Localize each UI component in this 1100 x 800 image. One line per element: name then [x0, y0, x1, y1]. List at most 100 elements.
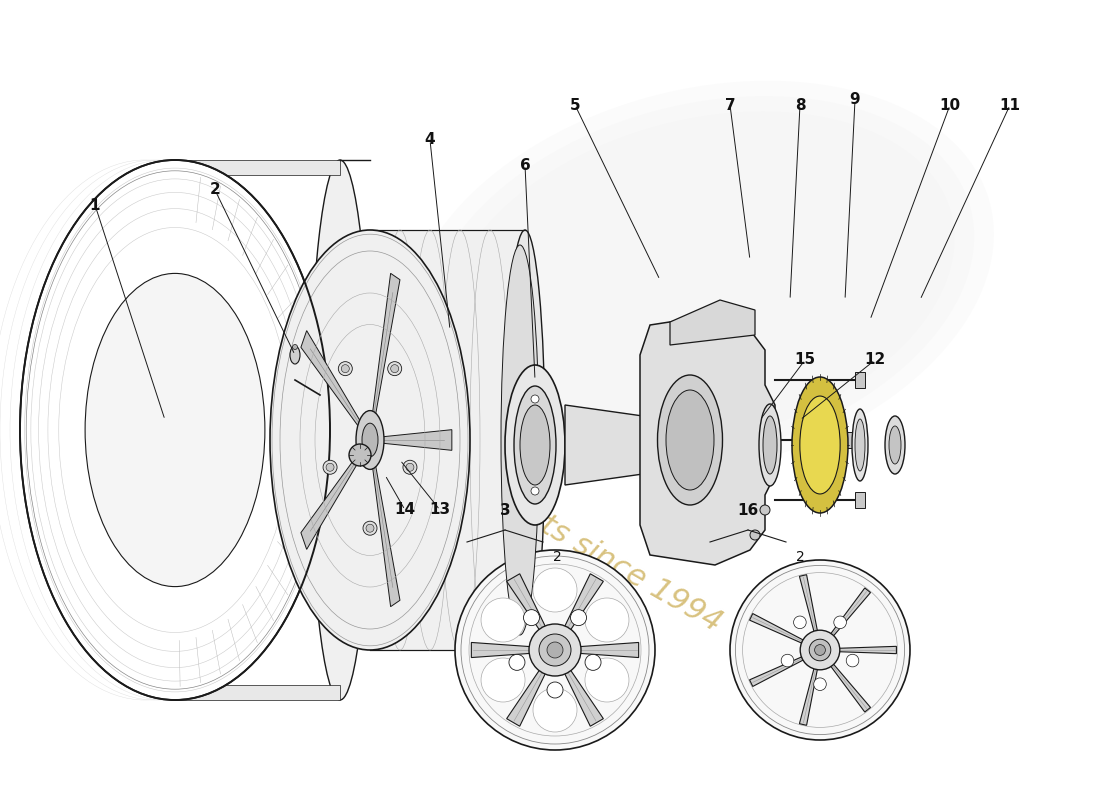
- Polygon shape: [383, 430, 452, 450]
- Ellipse shape: [500, 245, 539, 635]
- Ellipse shape: [855, 419, 865, 471]
- Polygon shape: [749, 654, 810, 686]
- Text: 14: 14: [395, 502, 416, 518]
- Ellipse shape: [539, 634, 571, 666]
- Polygon shape: [855, 492, 865, 508]
- Ellipse shape: [520, 405, 550, 485]
- Ellipse shape: [658, 375, 723, 505]
- Text: 6: 6: [519, 158, 530, 173]
- Text: 16: 16: [737, 503, 759, 518]
- Ellipse shape: [760, 505, 770, 515]
- Polygon shape: [560, 662, 604, 726]
- Text: 2: 2: [210, 182, 220, 198]
- Polygon shape: [560, 574, 604, 638]
- Ellipse shape: [534, 568, 578, 612]
- Polygon shape: [373, 274, 400, 415]
- Ellipse shape: [814, 678, 826, 690]
- Text: 2: 2: [796, 550, 805, 564]
- Text: a passion for parts since 1994: a passion for parts since 1994: [314, 382, 727, 638]
- Ellipse shape: [800, 396, 840, 494]
- Ellipse shape: [339, 362, 352, 376]
- Ellipse shape: [270, 230, 470, 650]
- Ellipse shape: [366, 524, 374, 532]
- Ellipse shape: [426, 96, 975, 464]
- Polygon shape: [175, 685, 340, 700]
- Polygon shape: [175, 160, 340, 175]
- Polygon shape: [826, 588, 870, 641]
- Ellipse shape: [793, 616, 806, 629]
- Ellipse shape: [529, 624, 581, 676]
- Ellipse shape: [750, 530, 760, 540]
- Ellipse shape: [585, 654, 601, 670]
- Ellipse shape: [810, 639, 830, 661]
- Ellipse shape: [341, 365, 350, 373]
- Ellipse shape: [509, 654, 525, 670]
- Ellipse shape: [792, 377, 848, 513]
- Ellipse shape: [481, 598, 525, 642]
- Ellipse shape: [524, 610, 539, 626]
- Text: 5: 5: [570, 98, 581, 113]
- Ellipse shape: [534, 688, 578, 732]
- Ellipse shape: [363, 522, 377, 535]
- Polygon shape: [471, 642, 540, 658]
- Ellipse shape: [514, 386, 556, 504]
- Ellipse shape: [585, 658, 629, 702]
- Ellipse shape: [852, 409, 868, 481]
- Ellipse shape: [886, 416, 905, 474]
- Ellipse shape: [387, 362, 402, 376]
- Polygon shape: [507, 662, 550, 726]
- Ellipse shape: [800, 630, 839, 670]
- Text: 15: 15: [794, 353, 815, 367]
- Ellipse shape: [666, 390, 714, 490]
- Polygon shape: [800, 662, 818, 726]
- Ellipse shape: [763, 416, 777, 474]
- Ellipse shape: [759, 404, 781, 486]
- Ellipse shape: [293, 345, 297, 350]
- Ellipse shape: [481, 658, 525, 702]
- Text: 13: 13: [429, 502, 451, 518]
- Ellipse shape: [505, 365, 565, 525]
- Ellipse shape: [356, 410, 384, 470]
- Text: 2: 2: [553, 550, 562, 564]
- Polygon shape: [833, 646, 896, 654]
- Text: 7: 7: [725, 98, 735, 113]
- Polygon shape: [640, 315, 776, 565]
- Text: 9: 9: [849, 93, 860, 107]
- Polygon shape: [301, 454, 361, 550]
- Ellipse shape: [547, 682, 563, 698]
- Ellipse shape: [362, 423, 378, 457]
- Ellipse shape: [585, 598, 629, 642]
- Polygon shape: [855, 372, 865, 388]
- Ellipse shape: [390, 365, 398, 373]
- Text: 11: 11: [1000, 98, 1021, 113]
- Ellipse shape: [323, 460, 337, 474]
- Ellipse shape: [834, 616, 846, 629]
- Ellipse shape: [403, 460, 417, 474]
- Polygon shape: [373, 465, 400, 606]
- Ellipse shape: [310, 160, 370, 700]
- Ellipse shape: [406, 463, 414, 471]
- Text: 12: 12: [865, 353, 886, 367]
- Text: 4: 4: [425, 133, 436, 147]
- Polygon shape: [507, 574, 550, 638]
- Ellipse shape: [326, 463, 334, 471]
- Polygon shape: [845, 432, 855, 448]
- Text: 8: 8: [794, 98, 805, 113]
- Ellipse shape: [846, 654, 859, 667]
- Polygon shape: [749, 614, 810, 646]
- Ellipse shape: [889, 426, 901, 464]
- Ellipse shape: [349, 444, 371, 466]
- Ellipse shape: [85, 274, 265, 586]
- Ellipse shape: [547, 642, 563, 658]
- Polygon shape: [570, 642, 639, 658]
- Ellipse shape: [531, 395, 539, 403]
- Ellipse shape: [455, 550, 654, 750]
- Polygon shape: [670, 300, 755, 345]
- Ellipse shape: [20, 160, 330, 700]
- Ellipse shape: [290, 346, 300, 364]
- Text: 10: 10: [939, 98, 960, 113]
- Ellipse shape: [505, 230, 544, 650]
- Ellipse shape: [781, 654, 794, 667]
- Ellipse shape: [406, 81, 994, 479]
- Polygon shape: [301, 330, 361, 426]
